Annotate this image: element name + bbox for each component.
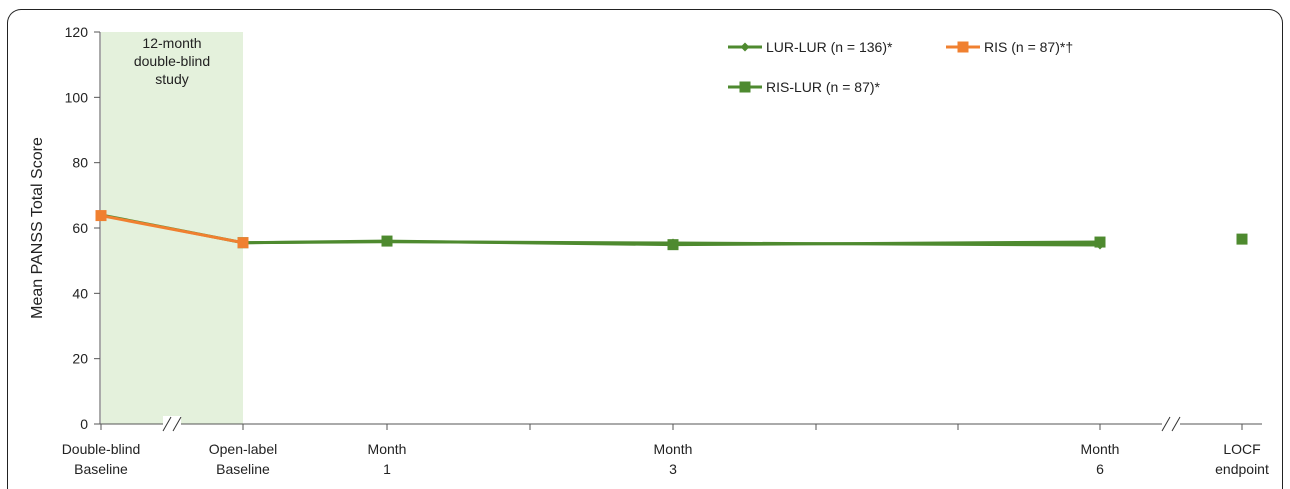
x-category-label: 1	[383, 461, 391, 477]
x-category-label: Month	[368, 441, 407, 457]
y-tick-label: 120	[65, 24, 89, 40]
axis-break-mark	[1171, 416, 1181, 432]
axis-break-mark	[1161, 416, 1171, 432]
axis-break-mark	[162, 416, 172, 432]
y-tick-label: 40	[72, 285, 88, 301]
x-category-label: Month	[1081, 441, 1120, 457]
y-tick-label: 0	[80, 416, 88, 432]
x-category-label: LOCF	[1223, 441, 1260, 457]
x-category-label: 3	[669, 461, 677, 477]
data-point-square	[739, 81, 751, 93]
x-category-label: Double-blind	[62, 441, 141, 457]
x-category-label: endpoint	[1215, 461, 1269, 477]
y-axis-title: Mean PANSS Total Score	[29, 137, 46, 319]
data-point-diamond	[1237, 235, 1247, 245]
x-category-label: Month	[654, 441, 693, 457]
data-point-square	[957, 41, 969, 53]
axis-break-gap	[1162, 416, 1180, 432]
data-point-diamond	[740, 42, 750, 52]
shaded-region-label: study	[155, 71, 188, 87]
y-tick-label: 100	[65, 89, 89, 105]
x-category-label: 6	[1096, 461, 1104, 477]
legend-label: RIS-LUR (n = 87)*	[766, 79, 881, 95]
shaded-region-label: 12-month	[142, 35, 201, 51]
series-line	[100, 213, 1101, 247]
axis-break-gap	[163, 416, 181, 432]
x-category-label: Baseline	[74, 461, 128, 477]
y-tick-label: 20	[72, 351, 88, 367]
data-point-diamond	[382, 237, 392, 247]
series-line	[100, 214, 244, 245]
y-tick-label: 80	[72, 155, 88, 171]
legend-label: RIS (n = 87)*†	[984, 39, 1073, 55]
data-point-square	[237, 237, 249, 249]
data-point-diamond	[668, 238, 678, 248]
x-category-label: Baseline	[216, 461, 270, 477]
data-point-square	[95, 210, 107, 222]
axis-break-mark	[172, 416, 182, 432]
legend-label: LUR-LUR (n = 136)*	[766, 39, 893, 55]
chart-frame	[7, 9, 1283, 489]
y-tick-label: 60	[72, 220, 88, 236]
data-point-diamond	[1095, 240, 1105, 250]
x-category-label: Open-label	[209, 441, 278, 457]
shaded-region-label: double-blind	[134, 53, 210, 69]
